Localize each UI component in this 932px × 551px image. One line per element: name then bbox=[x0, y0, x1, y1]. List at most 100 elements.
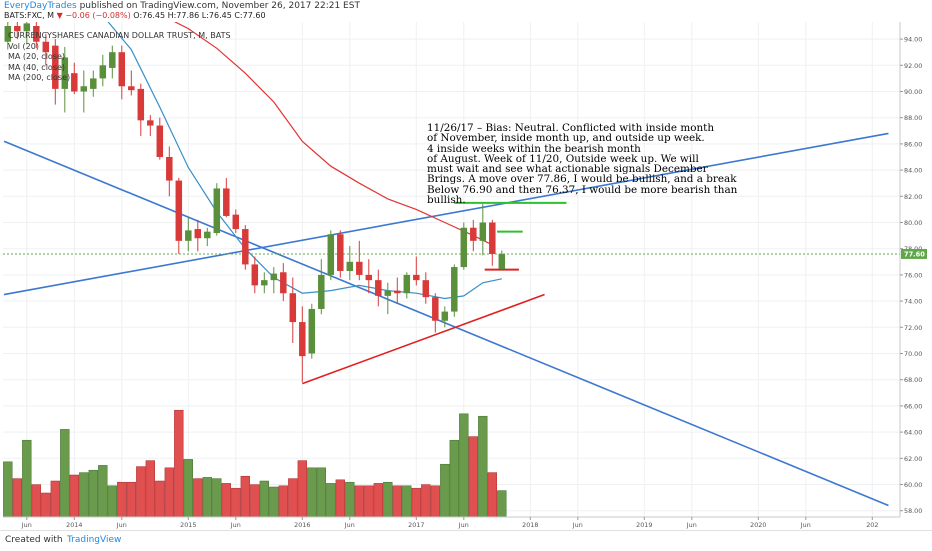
candle-body bbox=[71, 73, 78, 92]
y-tick-label: 74.00 bbox=[904, 298, 922, 306]
candle-body bbox=[223, 188, 230, 216]
candle-body bbox=[23, 23, 31, 32]
candle bbox=[147, 115, 154, 137]
candle-body bbox=[204, 231, 211, 239]
candle-body bbox=[251, 264, 259, 286]
candle bbox=[52, 39, 59, 105]
candle-body bbox=[403, 274, 411, 294]
candle-body bbox=[451, 267, 458, 312]
x-tick-label: 2015 bbox=[180, 521, 196, 529]
candle-body bbox=[365, 274, 373, 281]
y-tick-label: 66.00 bbox=[904, 402, 922, 410]
candle-body bbox=[337, 234, 344, 271]
candle bbox=[204, 227, 211, 247]
x-tick-label: Jun bbox=[458, 521, 469, 529]
candle-body bbox=[166, 157, 173, 181]
x-tick-label: 2014 bbox=[66, 521, 82, 529]
legend-ma200[interactable]: MA (200, close) bbox=[8, 73, 71, 82]
analysis-note: 11/26/17 – Bias: Neutral. Conflicted wit… bbox=[427, 122, 738, 207]
volume-bar bbox=[345, 481, 355, 517]
volume-bar bbox=[259, 480, 269, 517]
y-tick-label: 86.00 bbox=[904, 140, 922, 148]
indicator-legend: CURRENCYSHARES CANADIAN DOLLAR TRUST, M,… bbox=[8, 31, 231, 84]
x-tick-label: Jun bbox=[800, 521, 811, 529]
candle-body bbox=[52, 45, 59, 89]
y-tick-label: 60.00 bbox=[904, 481, 922, 489]
candle bbox=[14, 22, 21, 40]
legend-volume[interactable]: Vol (20) bbox=[8, 41, 39, 51]
volume-bar bbox=[117, 481, 127, 517]
volume-bar bbox=[183, 459, 193, 517]
volume-bar bbox=[193, 478, 203, 517]
y-tick-label: 90.00 bbox=[904, 88, 922, 96]
candle-body bbox=[42, 41, 50, 53]
last-price-badge bbox=[901, 248, 927, 259]
candle-body bbox=[299, 322, 306, 357]
candle bbox=[42, 33, 50, 66]
volume-bar bbox=[240, 475, 250, 517]
legend-ma40[interactable]: MA (40, close) bbox=[8, 62, 66, 72]
candle bbox=[327, 230, 335, 281]
candle-body bbox=[270, 273, 278, 281]
candle-body bbox=[80, 86, 88, 92]
volume-bar bbox=[3, 461, 13, 517]
candle-body bbox=[479, 222, 487, 241]
candle-body bbox=[441, 311, 449, 321]
x-tick-label: 2016 bbox=[294, 521, 310, 529]
volume-bar bbox=[136, 466, 146, 517]
ohlc-values: O:76.45 H:77.86 L:76.45 C:77.60 bbox=[133, 11, 266, 20]
trendline-support bbox=[302, 293, 545, 385]
candle bbox=[175, 177, 183, 254]
volume-bar bbox=[79, 472, 89, 517]
volume-bar bbox=[164, 467, 174, 517]
candle-body bbox=[498, 253, 506, 270]
candle bbox=[137, 83, 145, 137]
volume-bar bbox=[12, 478, 22, 517]
candle bbox=[356, 240, 363, 281]
candle bbox=[270, 267, 278, 294]
candle bbox=[432, 293, 439, 333]
candle bbox=[470, 219, 477, 252]
candle-body bbox=[61, 57, 69, 89]
candle-body bbox=[4, 26, 12, 42]
candle bbox=[299, 306, 306, 383]
candle bbox=[99, 54, 107, 87]
candle-body bbox=[470, 227, 477, 241]
candle-body bbox=[156, 125, 164, 157]
price-chart[interactable]: 58.00 60.00 62.00 64.00 66.00 68.00 70.00 72.00… bbox=[0, 0, 932, 530]
tradingview-logo[interactable]: TradingView bbox=[67, 535, 122, 545]
volume-bar bbox=[107, 485, 117, 517]
trendline-upper bbox=[3, 132, 889, 296]
candle-body bbox=[327, 234, 335, 275]
candle bbox=[479, 204, 487, 256]
y-tick-label: 92.00 bbox=[904, 62, 922, 70]
volume-bar bbox=[50, 480, 60, 517]
volume-bar bbox=[430, 485, 440, 517]
x-tick-label: Jun bbox=[230, 521, 241, 529]
candle bbox=[109, 45, 116, 79]
candle-body bbox=[175, 180, 183, 241]
candle-body bbox=[242, 229, 249, 265]
candle bbox=[194, 219, 202, 252]
y-tick-label: 84.00 bbox=[904, 167, 922, 175]
volume-bar bbox=[145, 460, 155, 517]
candle bbox=[156, 117, 164, 160]
volume-bar bbox=[354, 485, 364, 517]
candle bbox=[460, 222, 468, 270]
volume-bar bbox=[316, 467, 326, 517]
x-tick-label: 2019 bbox=[636, 521, 652, 529]
author-link[interactable]: EveryDayTrades bbox=[4, 1, 77, 11]
y-tick-label: 70.00 bbox=[904, 350, 922, 358]
candle bbox=[261, 272, 268, 294]
candle-body bbox=[185, 230, 192, 241]
candle bbox=[4, 22, 12, 50]
candle-body bbox=[318, 274, 325, 309]
published-info: published on TradingView.com, November 2… bbox=[79, 1, 360, 11]
x-tick-label: Jun bbox=[344, 521, 355, 529]
volume-bar bbox=[231, 487, 241, 517]
candle bbox=[498, 250, 506, 270]
legend-ma20[interactable]: MA (20, close) bbox=[8, 52, 66, 61]
volume-bar bbox=[497, 490, 507, 517]
candle bbox=[232, 209, 240, 233]
volume-bar bbox=[22, 439, 32, 517]
